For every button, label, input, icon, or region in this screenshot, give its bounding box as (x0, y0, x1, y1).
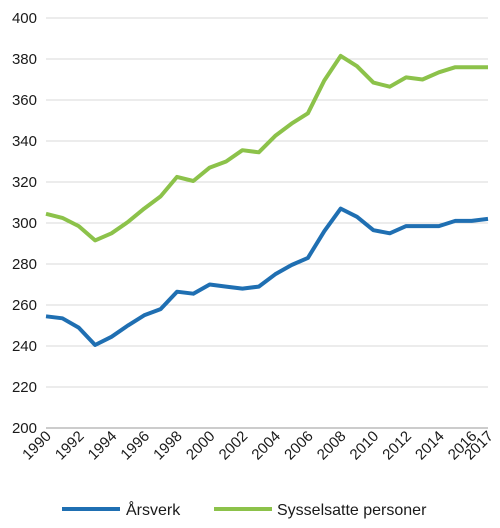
x-axis-tick-labels: 1990199219941996199820002002200420062008… (19, 428, 497, 464)
series-line-0 (45, 206, 489, 347)
x-tick-label: 2008 (314, 428, 350, 464)
y-tick-label: 340 (12, 133, 37, 150)
y-tick-label: 360 (12, 92, 37, 109)
y-tick-label: 400 (12, 10, 37, 27)
series-line-1 (45, 53, 488, 243)
series-lines (45, 53, 489, 347)
legend: Årsverk Sysselsatte personer (62, 500, 427, 519)
y-tick-label: 300 (12, 215, 37, 232)
x-tick-label: 2002 (216, 428, 252, 464)
y-tick-label: 200 (12, 420, 37, 437)
y-tick-label: 320 (12, 174, 37, 191)
x-tick-label: 1996 (117, 428, 153, 464)
y-tick-label: 260 (12, 297, 37, 314)
x-tick-label: 2004 (248, 428, 284, 464)
x-tick-label: 1998 (150, 428, 186, 464)
grid-lines (46, 17, 488, 429)
x-tick-label: 1994 (85, 428, 121, 464)
x-tick-label: 2000 (183, 428, 219, 464)
legend-item-1: Sysselsatte personer (214, 502, 427, 519)
legend-label: Sysselsatte personer (277, 502, 427, 519)
x-tick-label: 2012 (379, 428, 415, 464)
y-tick-label: 380 (12, 51, 37, 68)
x-tick-label: 2010 (347, 428, 383, 464)
y-tick-label: 240 (12, 338, 37, 355)
x-tick-label: 1992 (52, 428, 88, 464)
legend-label: Årsverk (126, 500, 181, 519)
y-tick-label: 280 (12, 256, 37, 273)
x-tick-label: 2006 (281, 428, 317, 464)
y-axis-tick-labels: 200 220 240 260 280 300 320 340 360 380 400 (12, 10, 37, 437)
x-tick-label: 2014 (412, 428, 448, 464)
legend-item-0: Årsverk (62, 500, 181, 519)
y-tick-label: 220 (12, 379, 37, 396)
